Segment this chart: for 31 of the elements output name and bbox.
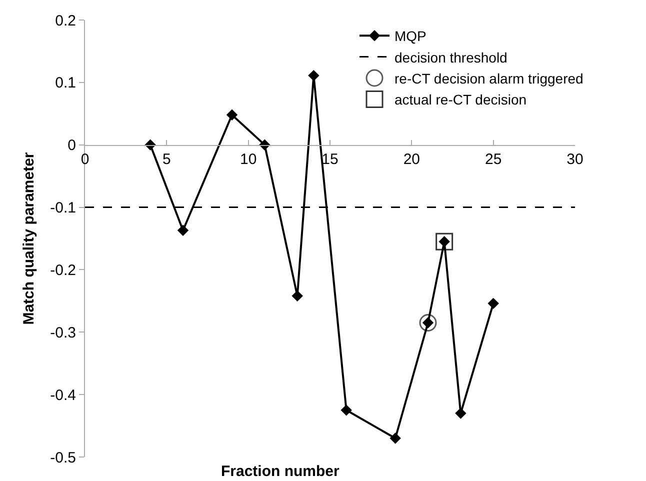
y-axis-title: Match quality parameter	[20, 152, 38, 325]
x-tick-label: 5	[162, 150, 171, 168]
x-tick-label: 15	[322, 150, 338, 168]
legend-label: actual re-CT decision	[394, 92, 527, 108]
y-tick-label: -0.3	[50, 324, 76, 342]
y-tick-label: 0.2	[55, 12, 76, 30]
legend-label: MQP	[394, 28, 426, 44]
y-tick-label: -0.1	[50, 200, 76, 217]
y-tick-label: -0.5	[50, 449, 76, 466]
y-tick-label: -0.4	[50, 386, 76, 404]
point	[390, 432, 401, 444]
point	[436, 232, 454, 250]
legend-label: re-CT decision alarm triggered	[394, 70, 584, 86]
legend-label: decision threshold	[394, 49, 508, 66]
y-tick-label: 0	[68, 137, 76, 154]
point	[419, 314, 437, 332]
point	[226, 110, 238, 120]
x-tick-label: 25	[484, 150, 502, 168]
point	[308, 70, 319, 81]
x-tick-label: 30	[566, 150, 584, 168]
point	[341, 404, 352, 416]
point	[178, 225, 188, 236]
x-axis-title: Fraction number	[221, 463, 340, 480]
point	[488, 298, 499, 309]
y-tick-label: -0.2	[50, 262, 76, 279]
point	[455, 408, 466, 419]
x-tick-label: 10	[240, 150, 257, 168]
point	[292, 290, 303, 302]
y-tick-label: 0.1	[55, 74, 76, 92]
x-tick-label: 0	[80, 150, 90, 168]
x-tick-label: 20	[403, 150, 420, 168]
